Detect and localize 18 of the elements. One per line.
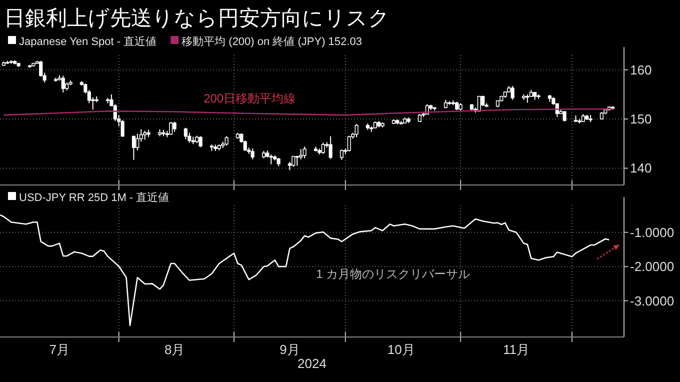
annotation: 1 カ月物のリスクリバーサル (316, 266, 470, 281)
y-tick-label: 140 (630, 160, 652, 176)
chart-title: 日銀利上げ先送りなら円安方向にリスク (4, 7, 390, 30)
x-axis-title: 2024 (298, 356, 326, 371)
y-tick-label: 150 (630, 112, 652, 126)
x-tick-label: 9月 (280, 342, 300, 357)
y-tick-label: -1.0000 (630, 224, 674, 240)
legend: USD-JPY RR 25D 1M - 直近値 (8, 192, 170, 204)
x-tick-label: 7月 (49, 342, 70, 357)
y-tick-label: -3.0000 (630, 293, 674, 308)
x-tick-label: 10月 (387, 342, 415, 357)
legend-label: Japanese Yen Spot - 直近値 (19, 35, 157, 48)
annotation: 200日移動平均線 (204, 91, 296, 106)
y-tick-label: 160 (630, 62, 652, 78)
x-tick-label: 8月 (164, 342, 185, 357)
legend-label: 移動平均 (200) on 終値 (JPY) 152.03 (182, 36, 362, 48)
y-tick-label: -2.0000 (630, 259, 674, 274)
x-tick-label: 11月 (503, 342, 530, 357)
